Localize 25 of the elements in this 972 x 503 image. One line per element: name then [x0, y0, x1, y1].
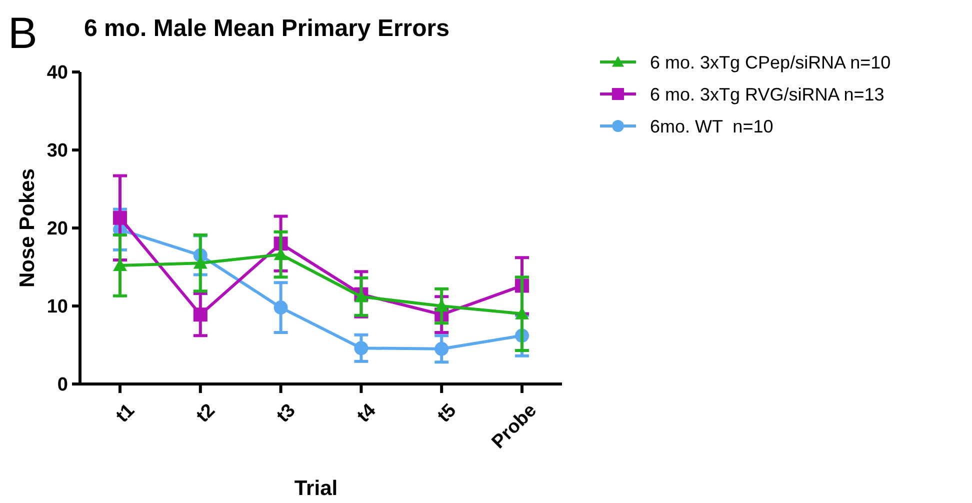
point — [113, 210, 127, 225]
point — [354, 341, 368, 356]
legend-label: 6 mo. 3xTg RVG/siRNA n=13 — [650, 84, 884, 104]
y-tick-label: 20 — [46, 218, 68, 240]
point — [193, 308, 208, 322]
y-tick-label: 40 — [46, 62, 68, 84]
point — [193, 256, 208, 269]
point — [274, 300, 288, 315]
legend-label: 6mo. WT n=10 — [650, 116, 774, 136]
y-axis-title: Nose Pokes — [16, 168, 39, 288]
legend-label: 6 mo. 3xTg CPep/siRNA n=10 — [650, 52, 891, 72]
x-tick-label: t5 — [434, 400, 461, 427]
point — [434, 342, 449, 356]
y-tick-label: 30 — [46, 140, 68, 162]
text: B — [8, 9, 38, 58]
x-tick-label: t3 — [272, 400, 300, 427]
x-tick-label: t2 — [192, 400, 220, 427]
x-tick-label: t4 — [353, 400, 380, 427]
x-tick-label: t1 — [112, 400, 140, 427]
y-tick-label: 0 — [57, 374, 68, 396]
point — [274, 248, 288, 260]
point — [434, 299, 449, 312]
chart-title: 6 mo. Male Mean Primary Errors — [84, 15, 450, 42]
y-tick-label: 10 — [46, 296, 68, 318]
x-axis-title: Trial — [294, 477, 338, 500]
